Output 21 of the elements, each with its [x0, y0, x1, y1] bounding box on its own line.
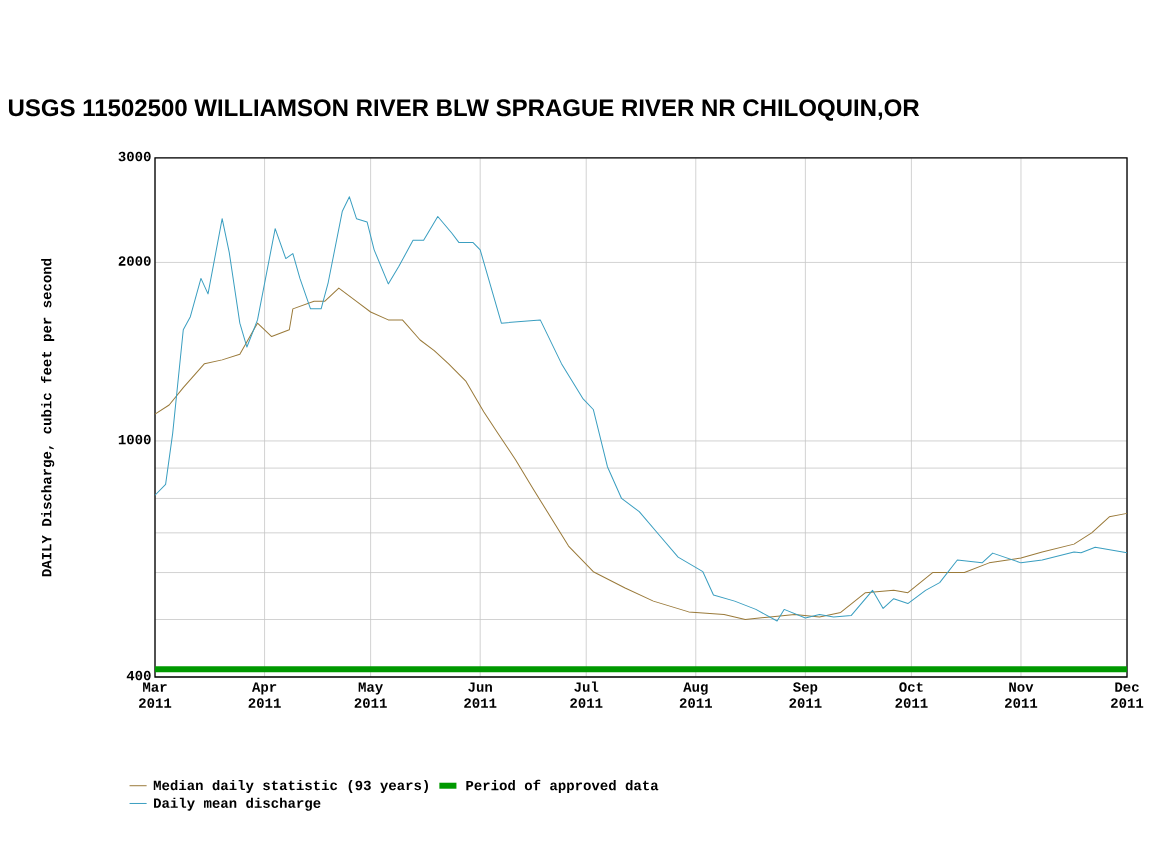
y-tick-label: 1000 [118, 434, 151, 445]
x-tick-label: Jun 2011 [464, 682, 497, 708]
x-tick-label: Nov 2011 [1005, 682, 1038, 708]
chart-title: USGS 11502500 WILLIAMSON RIVER BLW SPRAGUE RIVER NR CHILOQUIN,OR [8, 99, 920, 121]
y-tick-label: 400 [126, 670, 151, 681]
line-series [154, 287, 1128, 620]
legend-label: Daily mean discharge [154, 797, 321, 811]
y-tick-label: 2000 [118, 256, 151, 266]
x-tick-label: Sep 2011 [789, 682, 822, 708]
x-tick-label: Jul 2011 [570, 681, 603, 708]
x-tick-label: Aug 2011 [679, 682, 712, 708]
y-axis-title: DAILY Discharge, cubic feet per second [40, 258, 55, 577]
line-series [154, 196, 1128, 622]
legend-label: Period of approved data [466, 779, 659, 794]
y-tick-label: 3000 [118, 151, 151, 162]
x-tick-label: Dec 2011 [1111, 682, 1144, 708]
x-tick-label: May 2011 [354, 682, 387, 708]
legend-label: Median daily statistic (93 years) [153, 779, 428, 793]
x-tick-label: Apr 2011 [248, 682, 281, 708]
x-tick-label: Oct 2011 [895, 682, 928, 708]
x-tick-label: Mar 2011 [139, 682, 172, 708]
